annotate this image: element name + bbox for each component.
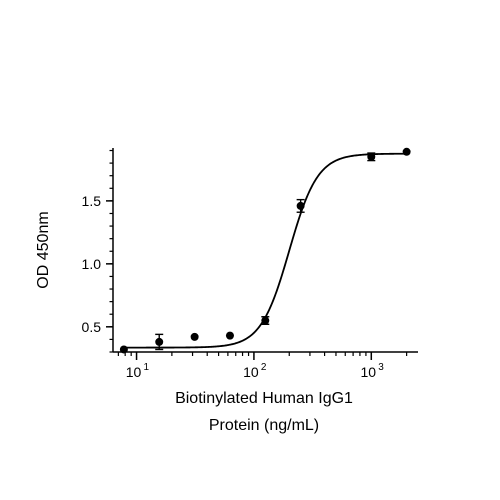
y-tick-label: 1.5 <box>82 193 102 209</box>
axes <box>106 148 418 360</box>
data-point <box>367 152 376 161</box>
data-point <box>225 331 234 340</box>
x-axis-title-line2: Protein (ng/mL) <box>209 417 319 434</box>
x-axis-title-line1: Biotinylated Human IgG1 <box>175 390 353 407</box>
y-axis-title: OD 450nm <box>35 211 52 288</box>
y-tick-label: 0.5 <box>82 319 102 335</box>
data-point <box>155 337 164 346</box>
x-tick-label: 10 <box>243 364 259 380</box>
data-point <box>190 332 199 341</box>
x-tick-exponent: 3 <box>378 362 384 373</box>
x-tick-exponent: 1 <box>144 362 150 373</box>
data-point <box>402 147 411 156</box>
tick-labels-layer: 0.51.01.510 1 10 2 10 3 <box>82 193 385 380</box>
x-tick-exponent: 2 <box>261 362 267 373</box>
x-tick-label: 10 <box>126 364 142 380</box>
x-tick-label: 10 <box>361 364 377 380</box>
y-tick-label: 1.0 <box>82 256 102 272</box>
data-point <box>296 201 305 210</box>
data-points-layer <box>119 147 411 354</box>
data-point <box>119 345 128 354</box>
data-point <box>261 316 270 325</box>
